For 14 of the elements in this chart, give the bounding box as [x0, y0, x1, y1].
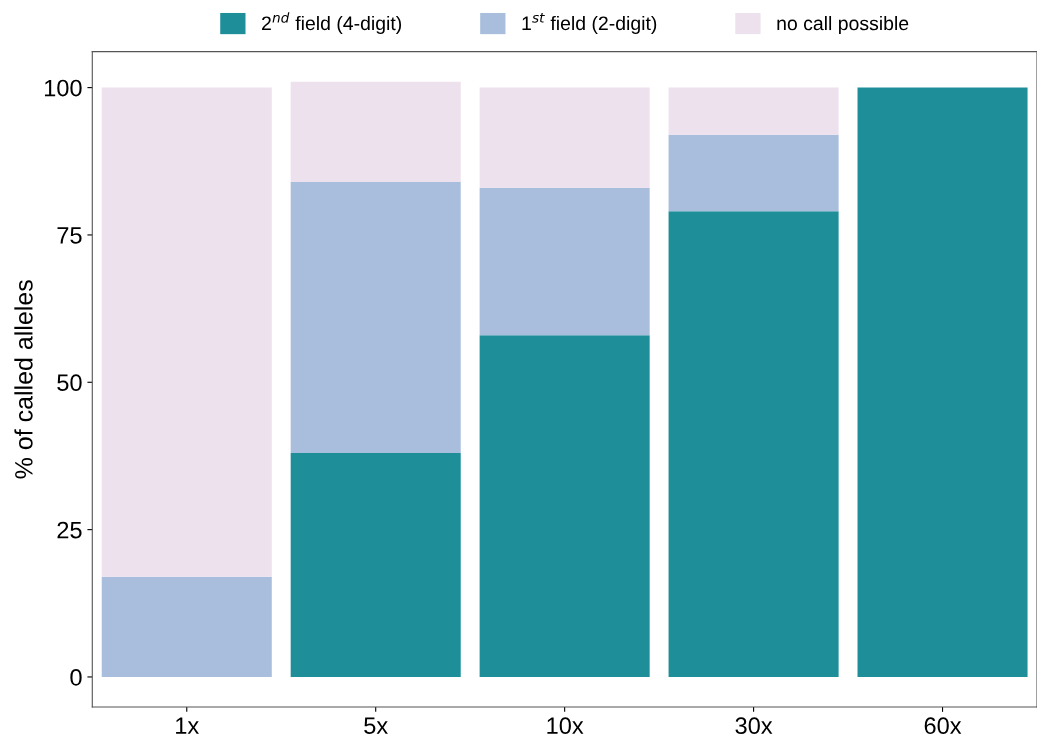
legend-label: no call possible [777, 15, 909, 35]
x-tick-label: 5x [364, 717, 388, 735]
legend-label: 2$^{nd}$ field (4-digit) [262, 12, 402, 35]
x-tick-label: 60x [924, 717, 962, 735]
y-tick-label: 0 [70, 669, 82, 686]
x-tick-label: 10x [547, 717, 584, 735]
y-tick-label: 50 [57, 374, 82, 392]
x-tick-label: 30x [735, 717, 773, 735]
x-tick-label: 1x [176, 717, 199, 734]
y-axis-title: % of called alleles [14, 280, 33, 479]
y-tick-label: 100 [44, 79, 82, 97]
y-tick-label: 25 [57, 521, 82, 539]
y-tick-label: 75 [57, 227, 82, 244]
legend-label: 1$^{st}$ field (2-digit) [522, 12, 657, 34]
